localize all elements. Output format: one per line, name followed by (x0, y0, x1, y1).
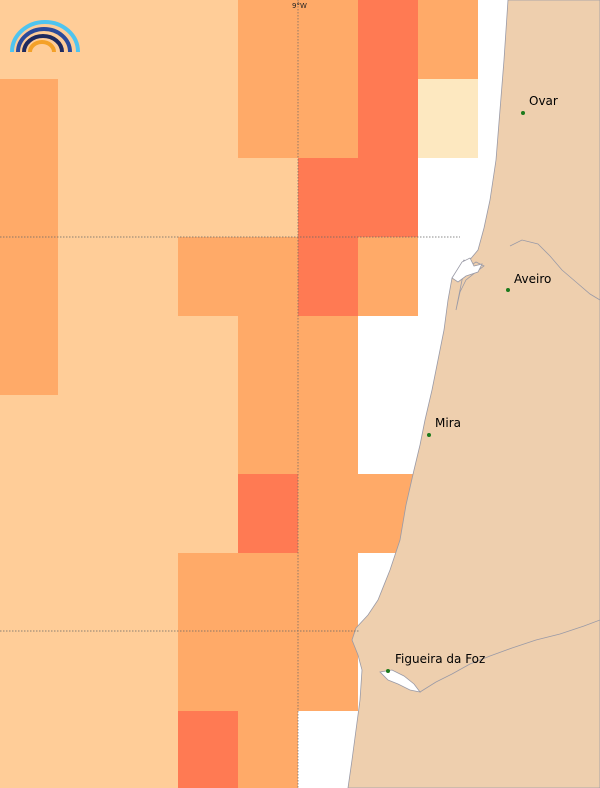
forecast-cell (298, 0, 358, 79)
forecast-cell (178, 711, 238, 788)
forecast-cell (238, 79, 298, 158)
forecast-cell (178, 395, 238, 474)
forecast-cell (178, 553, 238, 632)
forecast-cell (298, 158, 358, 237)
forecast-cells (0, 0, 478, 788)
forecast-cell (58, 711, 118, 788)
forecast-cell (298, 395, 358, 474)
forecast-cell (358, 0, 418, 79)
forecast-cell (178, 79, 238, 158)
city-label-ovar: Ovar (529, 94, 558, 108)
forecast-cell (0, 711, 58, 788)
forecast-cell (118, 632, 178, 711)
forecast-cell (238, 474, 298, 553)
forecast-cell (0, 158, 58, 237)
city-label-figueira-da-foz: Figueira da Foz (395, 652, 486, 666)
forecast-cell (238, 158, 298, 237)
forecast-cell (118, 79, 178, 158)
forecast-cell (0, 632, 58, 711)
mondego-river (419, 619, 600, 693)
city-marker-mira (427, 433, 431, 437)
forecast-cell (0, 474, 58, 553)
forecast-cell (118, 237, 178, 316)
forecast-cell (0, 237, 58, 316)
forecast-cell (298, 553, 358, 632)
forecast-cell (238, 553, 298, 632)
forecast-cell (58, 474, 118, 553)
forecast-cell (238, 632, 298, 711)
forecast-cell (0, 553, 58, 632)
forecast-cell (118, 395, 178, 474)
forecast-cell (118, 0, 178, 79)
forecast-cell (0, 316, 58, 395)
forecast-cell (178, 0, 238, 79)
forecast-cell (58, 316, 118, 395)
forecast-cell (358, 158, 418, 237)
forecast-cell (118, 316, 178, 395)
forecast-cell (178, 237, 238, 316)
forecast-cell (418, 0, 478, 79)
forecast-cell (58, 79, 118, 158)
city-label-mira: Mira (435, 416, 461, 430)
forecast-cell (238, 711, 298, 788)
forecast-cell (298, 632, 358, 711)
city-label-aveiro: Aveiro (514, 272, 552, 286)
forecast-cell (238, 395, 298, 474)
forecast-cell (238, 0, 298, 79)
forecast-cell (178, 158, 238, 237)
rainbow-logo-icon (10, 20, 80, 53)
forecast-cell (298, 316, 358, 395)
vouga-river (509, 239, 600, 301)
forecast-cell (0, 79, 58, 158)
forecast-cell (238, 316, 298, 395)
forecast-cell (418, 79, 478, 158)
aveiro-lagoon (451, 257, 483, 283)
forecast-cell (58, 632, 118, 711)
forecast-cell (178, 632, 238, 711)
forecast-cell (298, 474, 358, 553)
forecast-cell (178, 316, 238, 395)
forecast-cell (238, 237, 298, 316)
forecast-cell (298, 79, 358, 158)
city-marker-aveiro (506, 288, 510, 292)
forecast-cell (118, 553, 178, 632)
forecast-cell (118, 158, 178, 237)
forecast-cell (58, 158, 118, 237)
forecast-cell (0, 395, 58, 474)
forecast-cell (58, 237, 118, 316)
city-marker-ovar (521, 111, 525, 115)
forecast-cell (358, 237, 418, 316)
forecast-cell (298, 237, 358, 316)
longitude-label: 9°W (292, 2, 307, 10)
forecast-cell (118, 474, 178, 553)
forecast-cell (178, 474, 238, 553)
forecast-cell (58, 553, 118, 632)
forecast-cell (58, 395, 118, 474)
forecast-cell (358, 79, 418, 158)
forecast-cell (118, 711, 178, 788)
city-marker-figueira-da-foz (386, 669, 390, 673)
